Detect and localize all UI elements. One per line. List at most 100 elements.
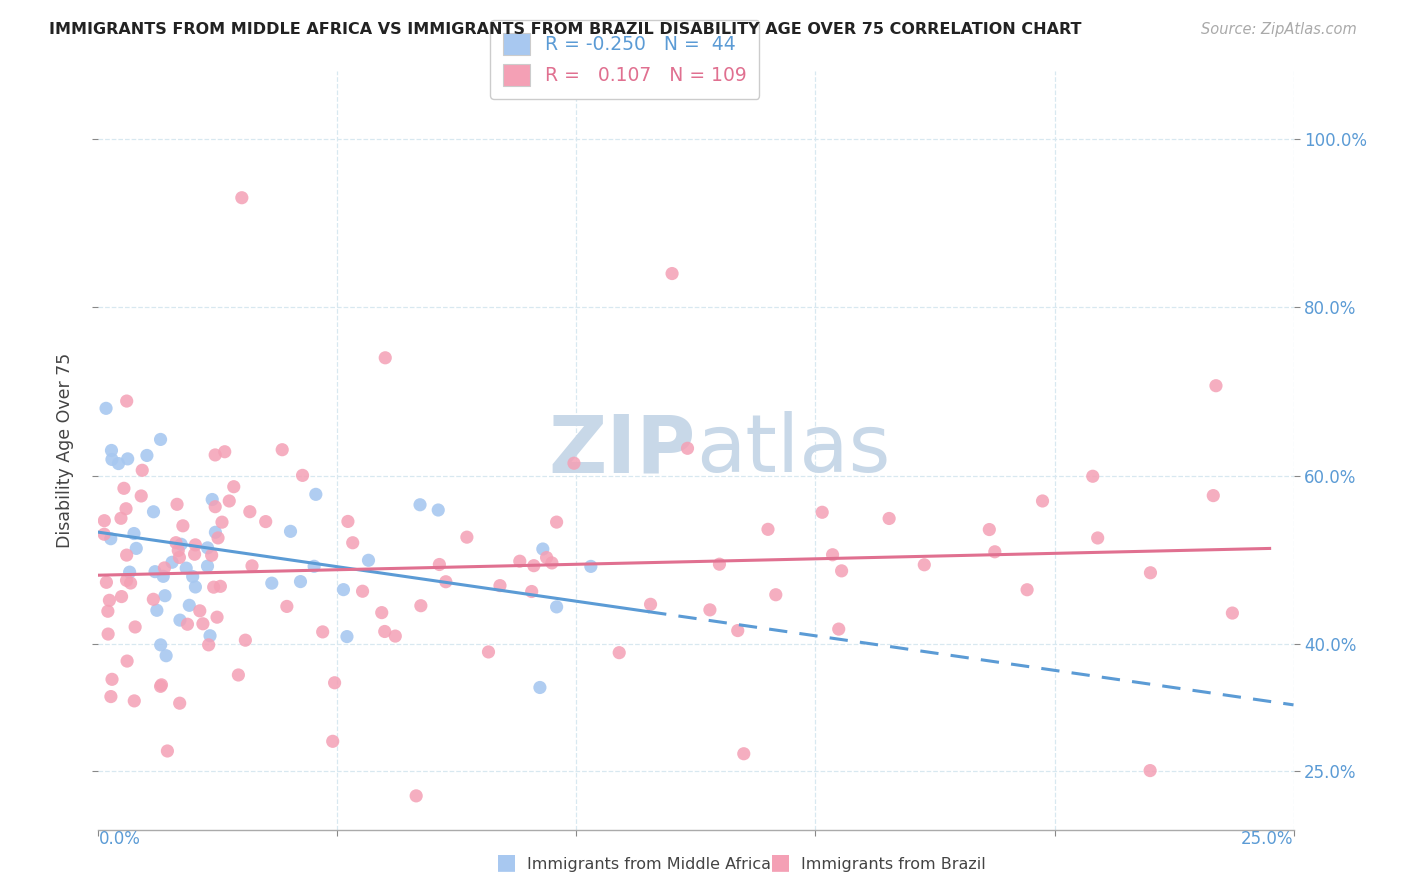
- Point: [312, 624, 335, 639]
- Point: [1202, 489, 1225, 503]
- Point: [149, 433, 172, 447]
- Point: [877, 511, 900, 525]
- Point: [1205, 378, 1227, 392]
- Point: [107, 457, 129, 471]
- Point: [184, 580, 207, 594]
- Text: Source: ZipAtlas.com: Source: ZipAtlas.com: [1201, 22, 1357, 37]
- Point: [280, 524, 302, 539]
- Point: [332, 582, 354, 597]
- Point: [153, 561, 176, 575]
- Point: [197, 559, 219, 574]
- Point: [733, 747, 755, 761]
- Point: [183, 547, 205, 561]
- Point: [110, 511, 132, 525]
- Point: [197, 541, 219, 555]
- Point: [374, 624, 396, 639]
- Point: [197, 638, 219, 652]
- Point: [371, 606, 394, 620]
- Point: [222, 480, 245, 494]
- Point: [405, 789, 427, 803]
- Point: [912, 558, 935, 572]
- Point: [115, 394, 138, 409]
- Point: [434, 574, 457, 589]
- Point: [374, 351, 396, 365]
- Point: [96, 575, 118, 590]
- Point: [98, 593, 121, 607]
- Point: [142, 505, 165, 519]
- Point: [260, 576, 283, 591]
- Point: [523, 558, 546, 573]
- Point: [149, 638, 172, 652]
- Point: [135, 449, 157, 463]
- Point: [352, 584, 374, 599]
- Legend: R = -0.250   N =  44, R =   0.107   N = 109: R = -0.250 N = 44, R = 0.107 N = 109: [491, 21, 759, 99]
- Point: [165, 535, 187, 549]
- Point: [811, 505, 834, 519]
- Point: [122, 526, 145, 541]
- Point: [239, 505, 262, 519]
- Point: [546, 599, 568, 614]
- Text: atlas: atlas: [696, 411, 890, 490]
- Point: [235, 633, 257, 648]
- Point: [323, 675, 346, 690]
- Point: [169, 550, 191, 565]
- Point: [160, 555, 183, 569]
- Point: [271, 442, 294, 457]
- Point: [254, 515, 277, 529]
- Point: [1222, 606, 1244, 620]
- Text: ZIP: ZIP: [548, 411, 696, 490]
- Point: [198, 629, 221, 643]
- Point: [150, 678, 173, 692]
- Point: [167, 543, 190, 558]
- Point: [191, 616, 214, 631]
- Point: [477, 645, 499, 659]
- Point: [100, 532, 122, 546]
- Point: [828, 622, 851, 636]
- Point: [93, 514, 115, 528]
- Point: [188, 604, 211, 618]
- Point: [640, 597, 662, 611]
- Point: [427, 503, 450, 517]
- Point: [207, 531, 229, 545]
- Point: [536, 550, 558, 565]
- Point: [291, 468, 314, 483]
- Point: [125, 541, 148, 556]
- Point: [118, 565, 141, 579]
- Point: [101, 673, 124, 687]
- Point: [209, 579, 232, 593]
- Point: [1017, 582, 1039, 597]
- Point: [541, 556, 564, 570]
- Point: [97, 604, 120, 618]
- Point: [984, 545, 1007, 559]
- Point: [169, 696, 191, 710]
- Point: [1087, 531, 1109, 545]
- Text: 0.0%: 0.0%: [98, 830, 141, 847]
- Point: [94, 401, 117, 416]
- Point: [336, 630, 359, 644]
- Point: [184, 538, 207, 552]
- Point: [204, 448, 226, 462]
- Point: [607, 646, 630, 660]
- Point: [131, 463, 153, 477]
- Point: [489, 579, 512, 593]
- Point: [276, 599, 298, 614]
- Text: ■: ■: [496, 853, 516, 872]
- Point: [179, 599, 201, 613]
- Point: [201, 549, 224, 563]
- Point: [429, 558, 451, 572]
- Point: [205, 610, 228, 624]
- Point: [129, 489, 152, 503]
- Y-axis label: Disability Age Over 75: Disability Age Over 75: [56, 353, 75, 548]
- Point: [1139, 566, 1161, 580]
- Point: [409, 498, 432, 512]
- Point: [143, 565, 166, 579]
- Point: [124, 620, 146, 634]
- Point: [1081, 469, 1104, 483]
- Point: [214, 444, 236, 458]
- Point: [336, 515, 359, 529]
- Text: ■: ■: [770, 853, 790, 872]
- Point: [520, 584, 543, 599]
- Point: [115, 574, 138, 588]
- Point: [97, 627, 120, 641]
- Point: [676, 442, 699, 456]
